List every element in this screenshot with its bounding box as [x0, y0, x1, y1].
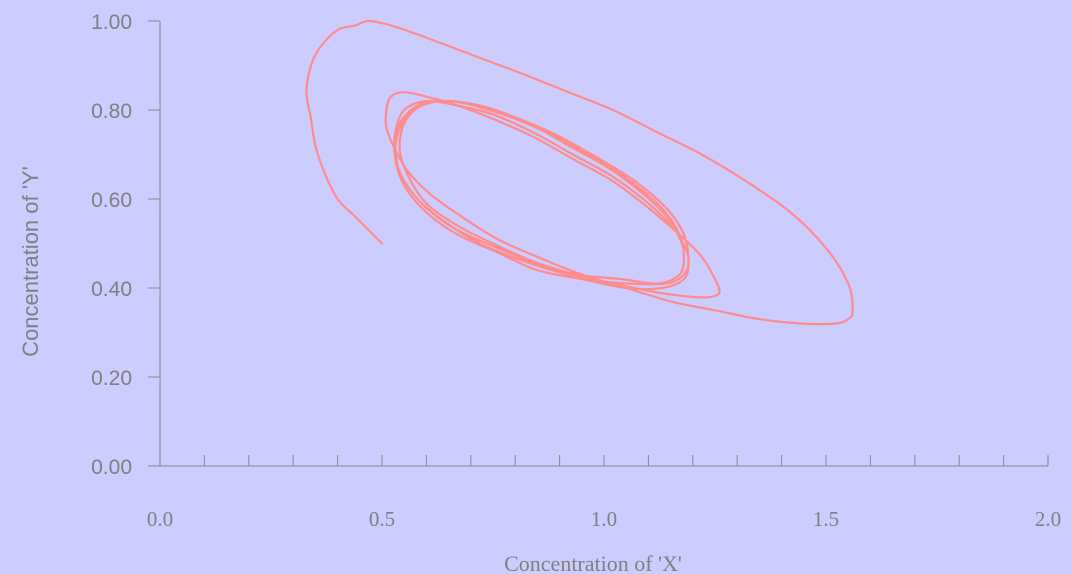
x-tick-label: 0.0 — [147, 507, 173, 531]
y-tick-label: 0.80 — [91, 100, 132, 123]
y-tick-label: 0.00 — [91, 456, 132, 479]
x-tick-label: 1.0 — [591, 507, 617, 531]
y-tick-label: 0.20 — [91, 367, 132, 390]
y-tick-label: 1.00 — [91, 11, 132, 34]
y-tick-label: 0.60 — [91, 189, 132, 212]
x-axis-title: Concentration of 'X' — [504, 551, 682, 574]
trajectory-line — [305, 19, 854, 326]
y-tick-label: 0.40 — [91, 278, 132, 301]
y-axis-title: Concentration of 'Y' — [18, 166, 43, 357]
x-tick-label: 1.5 — [813, 507, 839, 531]
x-tick-label: 2.0 — [1035, 507, 1061, 531]
x-tick-label: 0.5 — [369, 507, 395, 531]
